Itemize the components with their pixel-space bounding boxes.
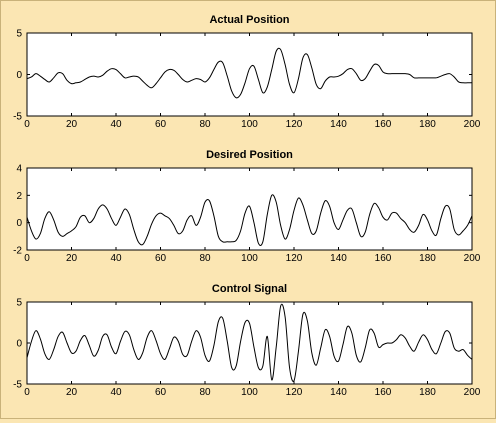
- chart-2-series-line: [26, 194, 473, 246]
- chart-2-xtick-label: 20: [66, 253, 78, 264]
- chart-2-ytick-label: 2: [16, 191, 22, 202]
- chart-2-xtick-label: 120: [286, 253, 303, 264]
- chart-2-xtick-label: 60: [155, 253, 167, 264]
- chart-3-ytick-label: 5: [16, 298, 22, 309]
- chart-3-ytick-label: -5: [13, 380, 22, 391]
- chart-3-xtick-label: 160: [375, 387, 392, 398]
- chart-1-xtick-label: 60: [155, 119, 167, 130]
- chart-1-title: Actual Position: [209, 14, 289, 26]
- chart-3-series-line: [26, 303, 473, 382]
- chart-2-xtick-label: 180: [419, 253, 436, 264]
- chart-1-ytick-label: 5: [16, 29, 22, 40]
- chart-1-ytick-label: -5: [13, 112, 22, 123]
- chart-1-plot-area: [26, 32, 473, 117]
- chart-1-xtick-label: 140: [330, 119, 347, 130]
- chart-2-xtick-label: 140: [330, 253, 347, 264]
- chart-3-xtick-label: 40: [110, 387, 122, 398]
- chart-3-xtick-label: 180: [419, 387, 436, 398]
- chart-1-ytick-label: 0: [16, 70, 22, 81]
- chart-1-xtick-label: 200: [464, 119, 481, 130]
- chart-1-xtick-label: 100: [241, 119, 258, 130]
- chart-1-xtick-label: 20: [66, 119, 78, 130]
- chart-2-title: Desired Position: [206, 149, 293, 161]
- chart-3-ytick-label: 0: [16, 339, 22, 350]
- chart-3-xtick-label: 100: [241, 387, 258, 398]
- chart-2-xtick-label: 200: [464, 253, 481, 264]
- chart-2-xtick-label: 160: [375, 253, 392, 264]
- chart-2-xtick-label: 100: [241, 253, 258, 264]
- chart-2-ytick-label: 4: [16, 164, 22, 175]
- chart-1-xtick-label: 180: [419, 119, 436, 130]
- chart-3-xtick-label: 200: [464, 387, 481, 398]
- chart-3-xtick-label: 0: [24, 387, 30, 398]
- chart-2-plot-area: [26, 167, 473, 251]
- chart-1-series-line: [26, 47, 472, 99]
- chart-2-xtick-label: 80: [199, 253, 211, 264]
- chart-2-xtick-label: 40: [110, 253, 122, 264]
- chart-1-xtick-label: 0: [24, 119, 30, 130]
- chart-3-xtick-label: 140: [330, 387, 347, 398]
- chart-2-xtick-label: 0: [24, 253, 30, 264]
- chart-2-ytick-label: -2: [13, 246, 22, 257]
- chart-3-xtick-label: 120: [286, 387, 303, 398]
- chart-3-xtick-label: 80: [199, 387, 211, 398]
- chart-1-xtick-label: 160: [375, 119, 392, 130]
- chart-3-xtick-label: 20: [66, 387, 78, 398]
- chart-2-ytick-label: 0: [16, 218, 22, 229]
- chart-3-title: Control Signal: [212, 283, 287, 295]
- chart-3-plot-area: [26, 301, 473, 385]
- chart-3-xtick-label: 60: [155, 387, 167, 398]
- chart-1-xtick-label: 120: [286, 119, 303, 130]
- chart-1-xtick-label: 80: [199, 119, 211, 130]
- chart-1-xtick-label: 40: [110, 119, 122, 130]
